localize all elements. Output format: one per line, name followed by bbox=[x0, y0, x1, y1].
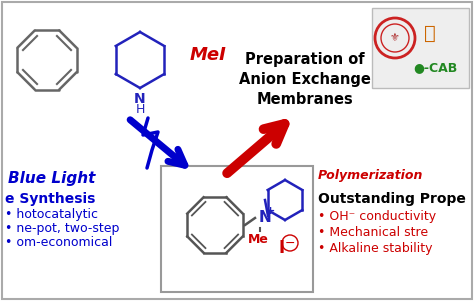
FancyBboxPatch shape bbox=[372, 8, 469, 88]
Text: e Synthesis: e Synthesis bbox=[5, 192, 95, 206]
Text: • Alkaline stability: • Alkaline stability bbox=[318, 242, 432, 255]
Text: 🛡: 🛡 bbox=[424, 23, 436, 42]
Text: N: N bbox=[259, 210, 272, 225]
Text: MeI: MeI bbox=[190, 46, 227, 64]
FancyBboxPatch shape bbox=[2, 2, 472, 299]
Text: Blue Light: Blue Light bbox=[8, 170, 95, 185]
Text: Me: Me bbox=[247, 233, 268, 246]
Text: • OH⁻ conductivity: • OH⁻ conductivity bbox=[318, 210, 436, 223]
Text: ⚜: ⚜ bbox=[390, 33, 400, 43]
Text: N: N bbox=[134, 92, 146, 106]
Text: • ne-pot, two-step: • ne-pot, two-step bbox=[5, 222, 119, 235]
Text: Polymerization: Polymerization bbox=[318, 169, 423, 182]
Text: • hotocatalytic: • hotocatalytic bbox=[5, 208, 98, 221]
Text: Outstanding Prope: Outstanding Prope bbox=[318, 192, 466, 206]
Text: ●-CAB: ●-CAB bbox=[413, 61, 457, 75]
Text: • Mechanical stre: • Mechanical stre bbox=[318, 226, 428, 239]
Text: Preparation of
Anion Exchange
Membranes: Preparation of Anion Exchange Membranes bbox=[239, 52, 371, 107]
Text: I: I bbox=[279, 239, 285, 257]
Text: +: + bbox=[266, 206, 275, 216]
FancyBboxPatch shape bbox=[161, 166, 313, 292]
Text: • om-economical: • om-economical bbox=[5, 236, 112, 249]
Text: −: − bbox=[285, 237, 295, 250]
Text: H: H bbox=[135, 103, 145, 116]
